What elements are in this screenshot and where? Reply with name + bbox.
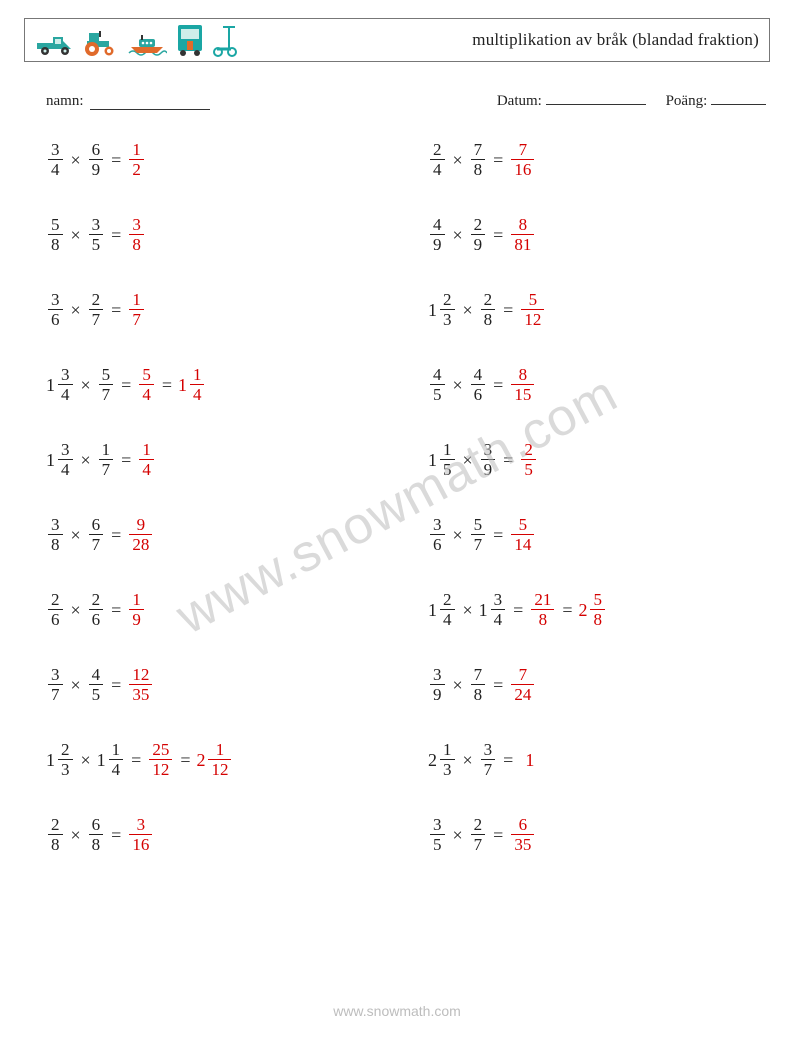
- footer-url: www.snowmath.com: [0, 1003, 794, 1019]
- problem: 45×46=815: [428, 365, 770, 404]
- problem: 49×29=881: [428, 215, 770, 254]
- score-label: Poäng:: [666, 93, 708, 109]
- worksheet-page: www.snowmath.com: [0, 0, 794, 1053]
- info-line: namn: Datum: Poäng:: [24, 90, 770, 110]
- date-blank[interactable]: [546, 90, 646, 105]
- problem: 58×35=38: [46, 215, 388, 254]
- problem: 123×114=2512=2112: [46, 740, 388, 779]
- problem: 39×78=724: [428, 665, 770, 704]
- problems-grid: 34×69=12 24×78=716 58×35=38 49×29=881 36×27=…: [24, 140, 770, 854]
- problem: 213×37=1: [428, 740, 770, 779]
- score-blank[interactable]: [711, 90, 766, 105]
- bus-icon: [175, 23, 205, 57]
- date-label: Datum:: [497, 93, 542, 109]
- problem: 37×45=1235: [46, 665, 388, 704]
- name-label: namn:: [46, 93, 84, 110]
- name-blank[interactable]: [90, 95, 210, 110]
- problem: 134×57=54=114: [46, 365, 388, 404]
- header-box: multiplikation av bråk (blandad fraktion…: [24, 18, 770, 62]
- problem: 134×17=14: [46, 440, 388, 479]
- problem: 36×27=17: [46, 290, 388, 329]
- problem: 123×28=512: [428, 290, 770, 329]
- boat-icon: [127, 31, 167, 57]
- problem: 26×26=19: [46, 590, 388, 629]
- problem: 34×69=12: [46, 140, 388, 179]
- problem: 36×57=514: [428, 515, 770, 554]
- worksheet-title: multiplikation av bråk (blandad fraktion…: [472, 30, 759, 50]
- problem: 38×67=928: [46, 515, 388, 554]
- truck-icon: [35, 31, 75, 57]
- scooter-icon: [213, 23, 241, 57]
- problem: 28×68=316: [46, 815, 388, 854]
- problem: 115×39=25: [428, 440, 770, 479]
- problem: 124×134=218=258: [428, 590, 770, 629]
- tractor-icon: [83, 29, 119, 57]
- problem: 24×78=716: [428, 140, 770, 179]
- header-icons: [35, 23, 241, 57]
- problem: 35×27=635: [428, 815, 770, 854]
